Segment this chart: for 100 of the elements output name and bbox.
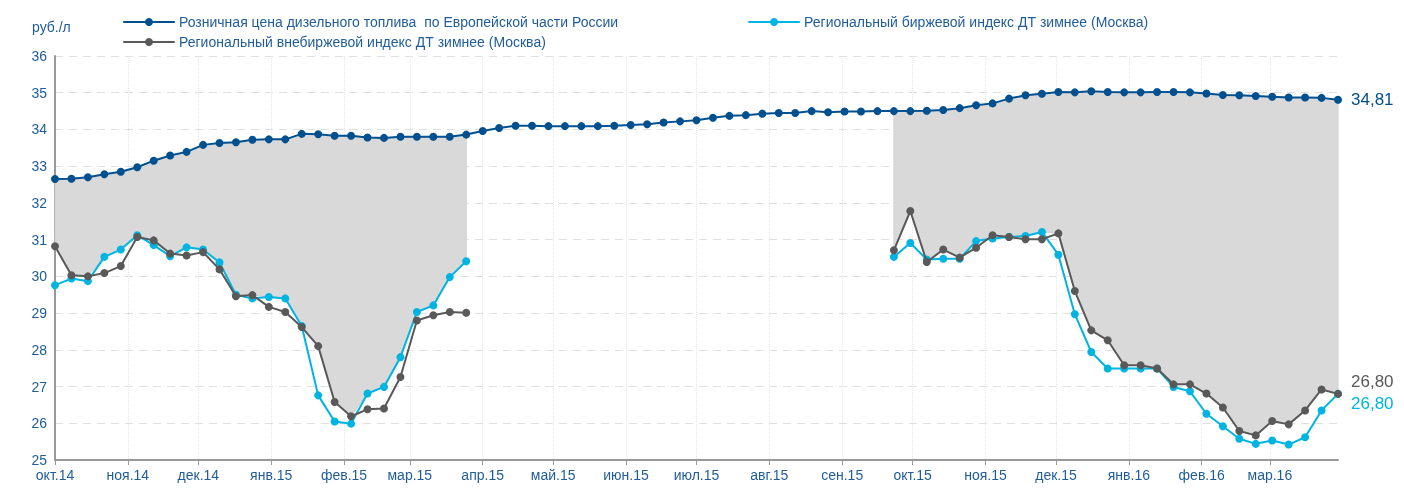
point xyxy=(1251,439,1260,448)
point xyxy=(116,262,125,271)
y-tick-label: 35 xyxy=(31,84,48,101)
point xyxy=(412,307,421,316)
x-tick-label: фев.15 xyxy=(320,467,368,483)
x-tick-label: ноя.15 xyxy=(964,467,1008,483)
point xyxy=(1037,227,1046,236)
point xyxy=(1185,387,1194,396)
point xyxy=(1235,434,1244,443)
point xyxy=(314,391,323,400)
point xyxy=(1301,406,1310,415)
point xyxy=(1103,336,1112,345)
x-tick-label: дек.14 xyxy=(177,467,220,483)
point xyxy=(100,269,109,278)
point xyxy=(429,311,438,320)
y-axis-title: руб./л xyxy=(32,19,71,35)
point xyxy=(330,417,339,426)
point xyxy=(939,245,948,254)
point xyxy=(1054,250,1063,259)
point xyxy=(1087,326,1096,335)
data-label: 34,81 xyxy=(1351,90,1394,110)
point xyxy=(1054,229,1063,238)
point xyxy=(1070,287,1079,296)
point xyxy=(1021,235,1030,244)
point xyxy=(1268,436,1277,445)
y-tick-label: 32 xyxy=(31,194,48,211)
x-tick-label: мар.15 xyxy=(387,467,433,483)
x-tick-label: сен.15 xyxy=(821,467,864,483)
point xyxy=(429,301,438,310)
point xyxy=(972,237,981,246)
point xyxy=(1218,422,1227,431)
point xyxy=(1185,380,1194,389)
point xyxy=(396,373,405,381)
point xyxy=(939,254,948,263)
point xyxy=(1103,364,1112,373)
point xyxy=(264,292,273,301)
point xyxy=(51,242,59,251)
x-tick-label: окт.14 xyxy=(35,467,75,483)
point xyxy=(1317,406,1326,415)
point xyxy=(347,412,356,421)
point xyxy=(363,389,372,398)
point xyxy=(1284,420,1293,429)
point xyxy=(445,273,454,282)
point xyxy=(1284,440,1293,449)
legend-label: Розничная цена дизельного топлива по Европейской части России xyxy=(179,14,619,30)
legend-label: Региональный внебиржевой индекс ДТ зимнее (Москва) xyxy=(179,34,546,50)
y-tick-label: 34 xyxy=(31,121,48,138)
point xyxy=(347,419,356,428)
y-tick-label: 26 xyxy=(31,415,48,432)
point xyxy=(379,404,388,413)
point xyxy=(445,307,454,316)
point xyxy=(182,243,191,252)
point xyxy=(1218,403,1227,412)
point xyxy=(100,252,109,261)
x-tick-label: авг.15 xyxy=(750,467,789,483)
point xyxy=(1301,433,1310,442)
point xyxy=(889,246,898,255)
point xyxy=(1251,431,1260,440)
point xyxy=(906,206,915,215)
point xyxy=(906,238,915,247)
x-tick-label: ноя.14 xyxy=(106,467,150,483)
x-tick-label: апр.15 xyxy=(461,467,505,483)
x-tick-label: дек.15 xyxy=(1035,467,1077,483)
y-tick-label: 27 xyxy=(31,378,48,395)
point xyxy=(83,272,92,281)
point xyxy=(889,252,898,261)
point xyxy=(363,405,372,414)
x-tick-label: июл.15 xyxy=(673,467,720,483)
point xyxy=(396,353,405,362)
y-tick-label: 33 xyxy=(31,158,48,175)
point xyxy=(1317,385,1326,394)
point xyxy=(1202,389,1211,398)
x-tick-label: май.15 xyxy=(530,467,576,483)
point xyxy=(215,265,224,274)
point xyxy=(972,243,981,252)
point xyxy=(462,308,471,317)
point xyxy=(281,294,290,303)
x-tick-label: янв.16 xyxy=(1107,467,1151,483)
y-tick-label: 25 xyxy=(31,452,48,468)
point xyxy=(330,397,339,406)
y-tick-label: 30 xyxy=(31,268,48,285)
point xyxy=(1268,417,1277,426)
point xyxy=(182,251,191,260)
y-tick-label: 28 xyxy=(31,341,48,358)
point xyxy=(314,342,323,351)
point xyxy=(264,302,273,311)
point xyxy=(462,257,471,266)
point xyxy=(1087,348,1096,357)
y-tick-label: 31 xyxy=(31,231,48,248)
x-tick-label: фев.16 xyxy=(1178,467,1226,483)
point xyxy=(1202,409,1211,418)
x-tick-label: июн.15 xyxy=(603,467,649,483)
y-tick-label: 29 xyxy=(31,305,48,322)
point xyxy=(51,281,59,290)
point xyxy=(1037,235,1046,244)
point xyxy=(149,236,158,245)
point xyxy=(281,307,290,316)
data-label: 26,80 xyxy=(1351,394,1394,414)
point xyxy=(1235,426,1244,435)
legend-label: Региональный биржевой индекс ДТ зимнее (Москва) xyxy=(804,14,1149,30)
